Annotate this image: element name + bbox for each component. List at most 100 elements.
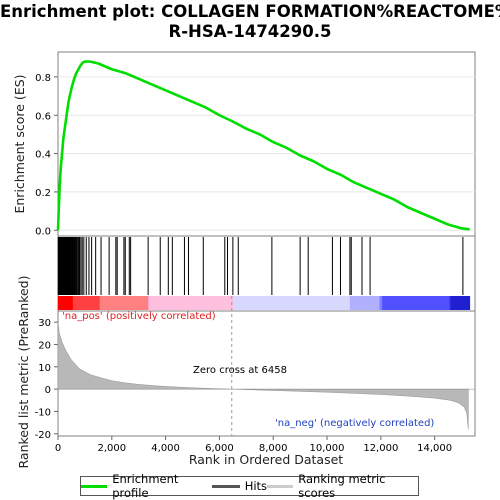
es-y-tick-label: 0.6 (35, 111, 51, 122)
legend-enrichment-label: Enrichment profile (112, 472, 179, 500)
heat-bar-segment (246, 296, 249, 310)
heat-bar-segment (129, 296, 132, 310)
heat-bar-segment (448, 296, 450, 310)
heat-bar-segment (144, 296, 146, 310)
heat-bar-segment (127, 296, 130, 310)
heat-bar-segment (355, 296, 358, 310)
heat-bar-segment (266, 296, 269, 310)
heat-bar-segment (263, 296, 266, 310)
heat-bar-segment (195, 296, 198, 310)
x-tick-label: 12,000 (363, 443, 398, 454)
heat-bar-segment (60, 296, 63, 310)
neg-label: 'na_neg' (negatively correlated) (275, 418, 434, 429)
heat-bar-segment (317, 296, 320, 310)
heat-bar-segment (316, 296, 319, 310)
heat-bar-segment (180, 296, 183, 310)
heat-bar-segment (456, 296, 459, 310)
heat-bar-segment (446, 296, 449, 310)
heat-bar-segment (286, 296, 289, 310)
heat-bar-segment (452, 296, 454, 310)
heat-bar-segment (410, 296, 413, 310)
heat-bar-segment (363, 296, 366, 310)
x-tick-label: 8,000 (259, 443, 288, 454)
heat-bar-segment (345, 296, 348, 310)
heat-bar-segment (383, 296, 386, 310)
heat-bar-segment (402, 296, 405, 310)
heat-bar-segment (75, 296, 78, 310)
heat-bar-segment (357, 296, 360, 310)
heat-bar-segment (211, 296, 214, 310)
heat-bar-segment (406, 296, 409, 310)
heat-bar-segment (433, 296, 436, 310)
heat-bar-segment (166, 296, 169, 310)
heat-bar-segment (156, 296, 159, 310)
heat-bar-segment (254, 296, 257, 310)
heat-bar-segment (403, 296, 406, 310)
heat-bar-segment (158, 296, 161, 310)
heat-bar-segment (149, 296, 152, 310)
heat-bar-segment (302, 296, 305, 310)
x-tick-label: 14,000 (417, 443, 452, 454)
heat-bar-segment (88, 296, 91, 310)
heat-bar-segment (253, 296, 255, 310)
chart-title: Enrichment plot: COLLAGEN FORMATION%REAC… (0, 2, 500, 42)
heat-bar-segment (407, 296, 410, 310)
heat-bar-segment (423, 296, 426, 310)
heat-bar-segment (205, 296, 208, 310)
es-y-tick-label: 0.0 (35, 226, 51, 237)
heat-bar-segment (275, 296, 278, 310)
heat-bar-segment (309, 296, 312, 310)
heat-bar-segment (136, 296, 138, 310)
heat-bar-segment (137, 296, 140, 310)
heat-bar-segment (292, 296, 294, 310)
metric-y-tick-label: 0 (45, 385, 51, 396)
heat-bar-segment (454, 296, 457, 310)
heat-bar-segment (86, 296, 89, 310)
heat-bar-segment (368, 296, 371, 310)
heat-bar-segment (176, 296, 179, 310)
heat-bar-segment (123, 296, 126, 310)
x-axis: 0 2,000 4,000 6,000 8,000 10,000 12,000 14,000 (55, 436, 452, 454)
heat-bar-segment (98, 296, 101, 310)
heat-bar-segment (318, 296, 321, 310)
heat-bar-segment (164, 296, 167, 310)
heat-bar-segment (94, 296, 97, 310)
es-y-tick-label: 0.2 (35, 188, 51, 199)
heat-bar-segment (150, 296, 153, 310)
heat-bar-segment (236, 296, 239, 310)
heat-bar-segment (395, 296, 398, 310)
heat-bar-segment (396, 296, 399, 310)
heat-bar-segment (352, 296, 355, 310)
heat-bar-segment (341, 296, 344, 310)
heat-bar-segment (460, 296, 463, 310)
heat-bar-segment (340, 296, 343, 310)
heat-bar-segment (110, 296, 113, 310)
heat-bar-segment (111, 296, 114, 310)
heat-bar-segment (288, 296, 290, 310)
heat-bar-segment (161, 296, 164, 310)
heat-bar-segment (349, 296, 352, 310)
heat-bar-segment (162, 296, 165, 310)
heat-bar-segment (76, 296, 79, 310)
heat-bar-segment (114, 296, 117, 310)
heat-bar-segment (394, 296, 397, 310)
heat-bar-segment (103, 296, 106, 310)
heat-bar-segment (212, 296, 215, 310)
heat-bar-segment (282, 296, 285, 310)
heat-bar-segment (235, 296, 238, 310)
heat-bar-segment (262, 296, 265, 310)
metric-y-tick-label: 10 (38, 363, 51, 374)
heat-bar-segment (313, 296, 316, 310)
heat-bar-segment (134, 296, 137, 310)
heat-bar-segment (249, 296, 251, 310)
heat-bar-segment (405, 296, 407, 310)
heat-bar-segment (343, 296, 346, 310)
heat-bar-segment (468, 296, 471, 310)
heat-bar-segment (172, 296, 175, 310)
heat-bar-segment (169, 296, 172, 310)
heat-bar-segment (173, 296, 176, 310)
es-y-tick-label: 0.4 (35, 150, 51, 161)
heat-bar-segment (462, 296, 465, 310)
heat-bar-segment (366, 296, 368, 310)
heat-bar-segment (72, 296, 75, 310)
